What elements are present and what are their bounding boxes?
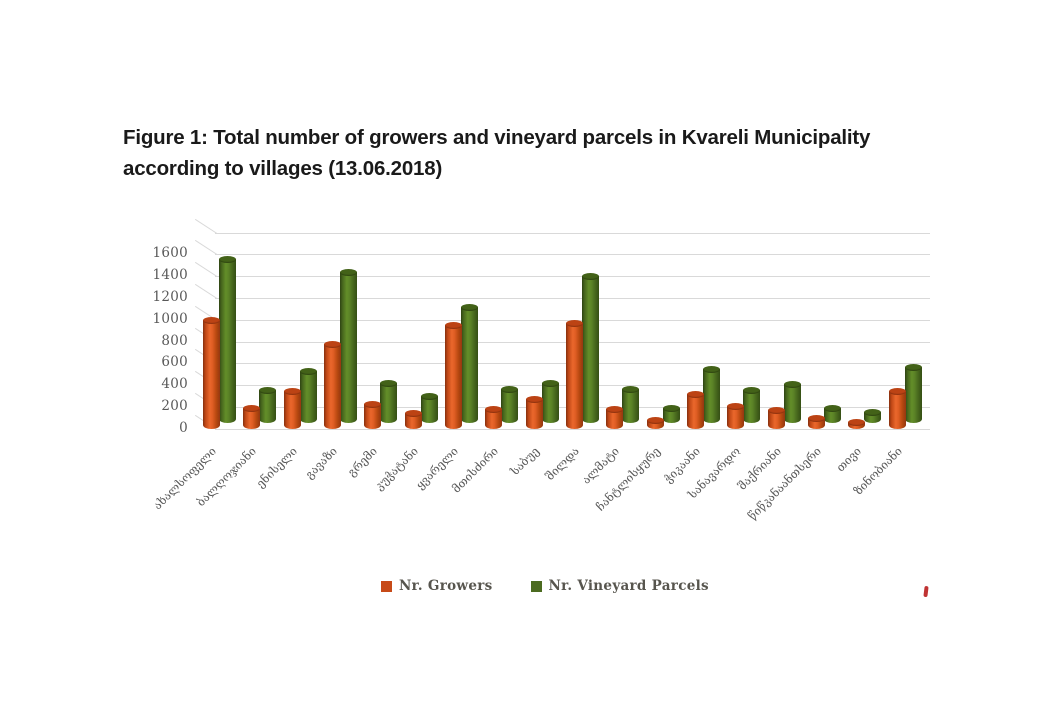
bar-vineyard-parcels <box>783 381 801 423</box>
legend-item-vineyard-parcels: Nr. Vineyard Parcels <box>530 578 709 594</box>
bar-growers <box>807 415 825 429</box>
bar-growers <box>606 406 624 429</box>
bar-group <box>239 230 279 429</box>
stray-red-mark <box>923 585 929 598</box>
bar-group <box>562 230 602 429</box>
bar-vineyard-parcels <box>339 268 357 423</box>
bar-growers <box>727 403 745 429</box>
bar-growers <box>767 406 785 429</box>
x-axis-labels: ახალსოფელი ბალღოჯიანი ენისელი გავაზი გრემი კუ… <box>150 430 926 560</box>
legend-label-growers: Nr. Growers <box>399 578 493 594</box>
y-axis-tick-label: 600 <box>161 354 188 371</box>
gridline <box>215 429 930 430</box>
legend-item-growers: Nr. Growers <box>381 578 492 594</box>
bar-growers <box>565 319 583 429</box>
bar-vineyard-parcels <box>541 380 559 423</box>
bar-growers <box>646 417 664 429</box>
bar-vineyard-parcels <box>460 303 478 423</box>
bar-vineyard-parcels <box>904 363 922 423</box>
gridline <box>215 254 930 255</box>
bar-growers <box>364 400 382 429</box>
bar-growers <box>525 396 543 429</box>
bar-group <box>844 230 884 429</box>
bar-group <box>602 230 642 429</box>
bar-group <box>804 230 844 429</box>
legend-swatch-vineyard-parcels <box>530 580 542 592</box>
chart-figure: 0 200 400 600 800 1000 1200 1400 1600 ახალსოფელი… <box>150 230 940 630</box>
bar-vineyard-parcels <box>259 386 277 423</box>
bar-vineyard-parcels <box>501 385 519 423</box>
bar-vineyard-parcels <box>743 386 761 423</box>
bar-group <box>885 230 925 429</box>
gridline <box>215 275 930 277</box>
bar-vineyard-parcels <box>662 405 680 423</box>
chart-legend: Nr. Growers Nr. Vineyard Parcels <box>150 578 940 594</box>
bar-group <box>522 230 562 429</box>
bar-growers <box>203 316 220 429</box>
y-axis-tick-label: 0 <box>179 420 188 436</box>
bar-group <box>723 230 763 429</box>
bar-vineyard-parcels <box>380 380 398 423</box>
y-axis-tick-label: 400 <box>161 376 188 393</box>
bar-group <box>441 230 481 429</box>
bar-growers <box>888 387 906 429</box>
bar-vineyard-parcels <box>420 393 438 423</box>
bar-group <box>481 230 521 429</box>
y-axis-tick-label: 1600 <box>152 245 188 261</box>
bar-group <box>764 230 804 429</box>
bar-group <box>683 230 723 429</box>
bar-growers <box>444 322 462 429</box>
bar-growers <box>404 409 422 429</box>
y-axis-tick-label: 200 <box>161 398 188 415</box>
bar-group <box>280 230 320 429</box>
bar-group <box>320 230 360 429</box>
bar-growers <box>848 419 866 429</box>
gridline <box>215 297 930 299</box>
figure-title: Figure 1: Total number of growers and vi… <box>123 126 871 180</box>
bar-vineyard-parcels <box>299 368 317 423</box>
bar-vineyard-parcels <box>581 272 599 423</box>
bar-growers <box>243 405 261 429</box>
bar-growers <box>485 406 503 429</box>
bar-vineyard-parcels <box>864 408 882 423</box>
bar-vineyard-parcels <box>702 365 720 423</box>
bar-group <box>643 230 683 429</box>
bar-group <box>360 230 400 429</box>
bars-layer <box>199 230 926 429</box>
bar-group <box>401 230 441 429</box>
y-axis-tick-label: 1200 <box>152 288 188 305</box>
legend-swatch-growers <box>381 580 393 592</box>
y-axis-tick-label: 1400 <box>152 266 188 283</box>
bar-growers <box>283 387 301 429</box>
bar-growers <box>323 340 341 429</box>
y-axis-tick-label: 1000 <box>152 310 188 327</box>
y-axis-tick-label: 800 <box>161 332 188 349</box>
legend-label-vineyard-parcels: Nr. Vineyard Parcels <box>548 578 709 594</box>
bar-vineyard-parcels <box>823 405 841 423</box>
bar-growers <box>686 391 704 429</box>
bar-group <box>199 230 239 429</box>
bar-vineyard-parcels <box>219 256 236 423</box>
bar-vineyard-parcels <box>622 385 640 423</box>
plot-ceiling-line <box>215 233 930 234</box>
